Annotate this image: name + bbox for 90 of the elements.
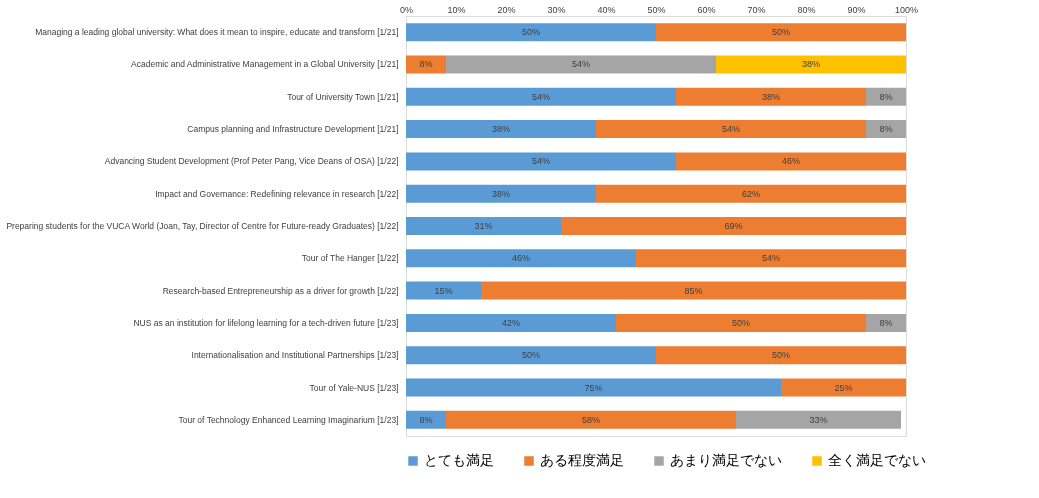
bar xyxy=(676,152,906,171)
bar xyxy=(406,87,676,106)
data-label: 50% xyxy=(521,27,541,38)
x-tick-label: 70% xyxy=(747,4,766,15)
data-label: 75% xyxy=(584,382,603,393)
x-tick-label: 60% xyxy=(697,4,716,15)
bar xyxy=(736,410,901,429)
data-label: 50% xyxy=(771,27,791,38)
data-label: 8% xyxy=(419,59,433,70)
data-label: 38% xyxy=(491,124,511,135)
y-tick-label: NUS as an institution for lifelong learning for a tech-driven future [1/23] xyxy=(133,317,399,328)
bar xyxy=(406,23,656,42)
data-label: 62% xyxy=(741,188,761,199)
y-tick-label: Preparing students for the VUCA World (Joan, Tay, Director of Centre for Future-ready Graduates) [1/22] xyxy=(6,221,399,231)
legend-label: 全く満足でない xyxy=(828,452,926,468)
bar xyxy=(676,87,866,106)
bar xyxy=(656,23,906,42)
x-tick-label: 80% xyxy=(797,4,816,15)
bar xyxy=(636,249,906,268)
x-tick-label: 100% xyxy=(894,4,919,15)
y-tick-label: Impact and Governance: Redefining relevance in research [1/22] xyxy=(155,188,399,199)
bar xyxy=(406,313,616,332)
x-tick-label: 90% xyxy=(847,4,866,15)
bar xyxy=(561,217,906,235)
bar xyxy=(446,410,736,429)
bar xyxy=(616,313,866,332)
y-tick-label: Research-based Entrepreneurship as a driver for growth [1/22] xyxy=(162,285,399,296)
data-label: 31% xyxy=(474,221,493,231)
x-tick-label: 50% xyxy=(647,4,666,15)
bar xyxy=(716,55,906,74)
data-label: 25% xyxy=(834,382,853,393)
x-tick-label: 10% xyxy=(447,4,466,15)
data-label: 15% xyxy=(434,285,453,296)
data-label: 8% xyxy=(419,414,433,425)
x-tick-label: 30% xyxy=(547,4,566,15)
bar xyxy=(866,87,906,106)
data-label: 38% xyxy=(491,188,511,199)
data-label: 50% xyxy=(771,350,791,361)
data-label: 54% xyxy=(571,59,591,70)
y-tick-label: Academic and Administrative Management in a Global University [1/21] xyxy=(131,59,399,70)
data-label: 46% xyxy=(511,253,531,264)
bar xyxy=(656,346,906,365)
x-tick-label: 40% xyxy=(597,4,616,15)
y-tick-label: Tour of Yale-NUS [1/23] xyxy=(309,382,399,393)
data-label: 54% xyxy=(531,156,551,167)
data-label: 54% xyxy=(531,91,551,102)
bar xyxy=(406,152,676,171)
data-label: 58% xyxy=(581,414,601,425)
bar xyxy=(596,184,906,203)
data-label: 8% xyxy=(879,91,893,102)
data-label: 50% xyxy=(521,350,541,361)
data-label: 42% xyxy=(501,317,521,328)
bar xyxy=(406,55,446,74)
y-tick-label: Tour of Technology Enhanced Learning Imaginarium [1/23] xyxy=(178,414,399,425)
bar xyxy=(406,346,656,365)
data-label: 50% xyxy=(731,317,751,328)
y-tick-label: Tour of The Hanger [1/22] xyxy=(301,253,399,264)
data-label: 38% xyxy=(801,59,821,70)
bar xyxy=(446,55,716,74)
bar xyxy=(406,281,481,300)
data-label: 38% xyxy=(761,91,781,102)
x-tick-label: 20% xyxy=(497,4,516,15)
x-tick-label: 0% xyxy=(399,4,414,15)
data-label: 54% xyxy=(721,124,741,135)
bar xyxy=(781,378,906,397)
data-label: 54% xyxy=(761,253,781,264)
bar xyxy=(596,120,866,139)
bar xyxy=(406,120,596,139)
data-label: 46% xyxy=(781,156,801,167)
legend-label: とても満足 xyxy=(424,452,494,468)
bar xyxy=(406,184,596,203)
data-label: 8% xyxy=(879,317,893,328)
bar xyxy=(481,281,906,300)
y-tick-label: Campus planning and Infrastructure Development [1/21] xyxy=(187,124,399,135)
y-tick-label: Tour of University Town [1/21] xyxy=(287,91,399,102)
y-tick-label: Internationalisation and Institutional Partnerships [1/23] xyxy=(191,350,399,361)
bar xyxy=(866,120,906,139)
y-tick-label: Advancing Student Development (Prof Peter Pang, Vice Deans of OSA) [1/22] xyxy=(104,156,399,167)
data-label: 33% xyxy=(809,414,828,425)
legend-label: あまり満足でない xyxy=(670,452,782,468)
legend-label: ある程度満足 xyxy=(540,452,624,468)
bar xyxy=(406,249,636,268)
data-label: 69% xyxy=(724,221,743,231)
bar xyxy=(406,378,781,397)
bar xyxy=(406,217,561,235)
bar xyxy=(406,410,446,429)
y-tick-label: Managing a leading global university: What does it mean to inspire, educate and transform [1/21] xyxy=(35,27,399,38)
data-label: 8% xyxy=(879,124,893,135)
data-label: 85% xyxy=(684,285,703,296)
bar xyxy=(866,313,906,332)
